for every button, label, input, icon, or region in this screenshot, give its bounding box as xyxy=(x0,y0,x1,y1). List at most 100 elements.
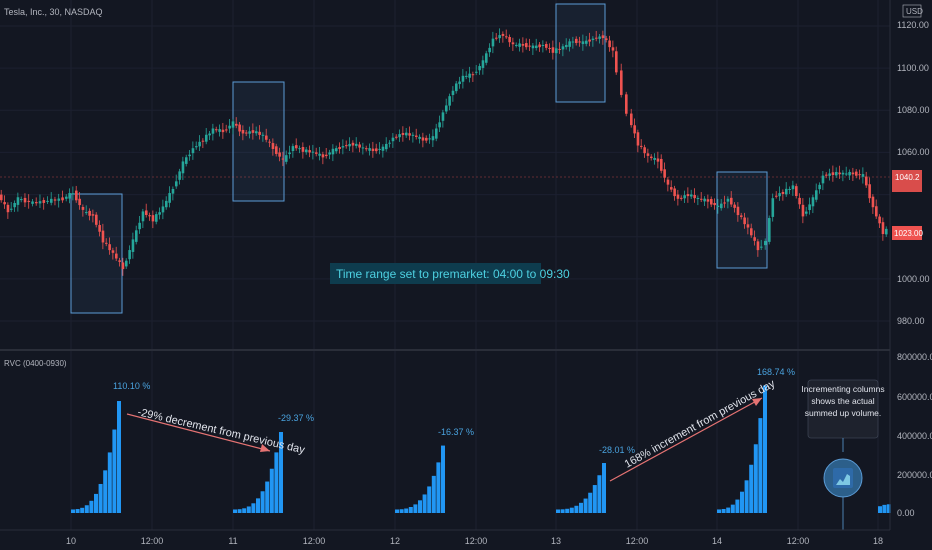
rvc-title[interactable]: RVC (0400-0930) xyxy=(4,359,67,368)
candle xyxy=(441,109,445,128)
candle xyxy=(756,238,760,257)
candle xyxy=(461,69,465,89)
candle xyxy=(808,197,811,215)
rvc-column xyxy=(592,485,597,513)
rvc-column xyxy=(256,498,260,513)
candle xyxy=(455,80,458,94)
candle xyxy=(271,138,275,156)
candle xyxy=(508,34,511,47)
candle xyxy=(161,199,165,220)
candle xyxy=(158,207,161,220)
candles-layer xyxy=(0,28,888,276)
candle xyxy=(568,38,571,52)
candle xyxy=(425,135,428,144)
candle xyxy=(650,154,653,161)
currency-badge[interactable] xyxy=(902,4,922,18)
candle xyxy=(305,146,308,155)
candle xyxy=(851,167,855,182)
candle xyxy=(686,187,690,203)
candle xyxy=(278,147,281,162)
candle xyxy=(736,202,740,222)
candle xyxy=(468,66,471,83)
candle xyxy=(225,124,228,133)
candle xyxy=(351,140,355,153)
price-tick: 980.00 xyxy=(897,316,925,326)
candle xyxy=(291,143,295,158)
candle xyxy=(321,151,325,165)
candle xyxy=(27,194,31,209)
rvc-column xyxy=(579,502,583,513)
rvc-tick: 200000.00 xyxy=(897,470,932,480)
candle xyxy=(325,148,328,159)
candle xyxy=(528,38,531,52)
price-axis[interactable]: 1120.00 1100.00 1080.00 1060.00 1000.00 … xyxy=(889,0,930,530)
candle xyxy=(801,198,805,224)
time-axis-label: 14 xyxy=(712,536,722,546)
candle xyxy=(841,170,845,182)
rvc-column xyxy=(730,504,735,513)
time-axis-label: 12:00 xyxy=(465,536,488,546)
symbol-title[interactable]: Tesla, Inc., 30, NASDAQ xyxy=(4,7,103,17)
candle xyxy=(818,182,821,194)
candle xyxy=(308,145,311,158)
time-axis[interactable]: 10 12:00 11 12:00 12 12:00 13 12:00 14 12:00 18 xyxy=(0,529,890,546)
info-callout[interactable]: Incrementing columns shows the actual su… xyxy=(801,379,885,530)
rvc-column xyxy=(94,493,98,513)
info-callout-line: Incrementing columns xyxy=(801,384,884,394)
price-tick: 1120.00 xyxy=(897,20,929,30)
candle xyxy=(165,196,168,210)
candle xyxy=(335,145,338,154)
candle xyxy=(663,162,666,183)
rvc-column xyxy=(441,445,445,513)
candle xyxy=(42,197,46,210)
candle xyxy=(518,38,521,52)
candle xyxy=(838,165,841,179)
candle xyxy=(771,193,775,222)
candle xyxy=(31,198,34,207)
candle xyxy=(521,37,525,53)
candle xyxy=(764,238,767,250)
rvc-axis[interactable]: 800000.00 600000.00 400000.00 200000.00 … xyxy=(897,352,932,518)
rvc-column xyxy=(274,452,279,513)
candle xyxy=(71,186,75,201)
candle xyxy=(281,151,285,167)
candle xyxy=(348,137,351,151)
candle xyxy=(185,154,188,167)
rvc-column xyxy=(597,475,602,513)
candle xyxy=(445,98,448,114)
candle xyxy=(331,144,335,162)
candle xyxy=(101,223,105,250)
candle xyxy=(633,118,636,139)
time-axis-label: 13 xyxy=(551,536,561,546)
candle xyxy=(38,194,42,209)
candle xyxy=(821,170,825,191)
candle xyxy=(131,232,135,259)
candle xyxy=(558,42,561,54)
candle xyxy=(591,36,595,47)
info-callout-line: summed up volume. xyxy=(805,408,882,418)
candle xyxy=(581,34,585,51)
candle xyxy=(115,246,118,262)
candle xyxy=(858,169,861,180)
candle xyxy=(10,201,13,213)
candle xyxy=(743,212,746,229)
current-price-label: 1023.00 xyxy=(894,229,923,238)
candle xyxy=(505,29,508,39)
candle xyxy=(355,137,358,149)
candle xyxy=(805,206,808,217)
candle xyxy=(258,125,261,140)
rvc-column xyxy=(399,509,404,513)
candle xyxy=(676,189,680,206)
time-range-annotation[interactable]: Time range set to premarket: 04:00 to 09… xyxy=(336,267,570,281)
candle xyxy=(620,63,623,98)
rvc-column xyxy=(427,486,432,513)
candle xyxy=(595,30,598,42)
candle xyxy=(868,177,871,203)
candle xyxy=(3,195,6,209)
candle xyxy=(265,128,268,143)
candle xyxy=(53,196,57,206)
candle xyxy=(578,36,581,47)
candle xyxy=(138,216,141,234)
candle xyxy=(46,196,49,204)
